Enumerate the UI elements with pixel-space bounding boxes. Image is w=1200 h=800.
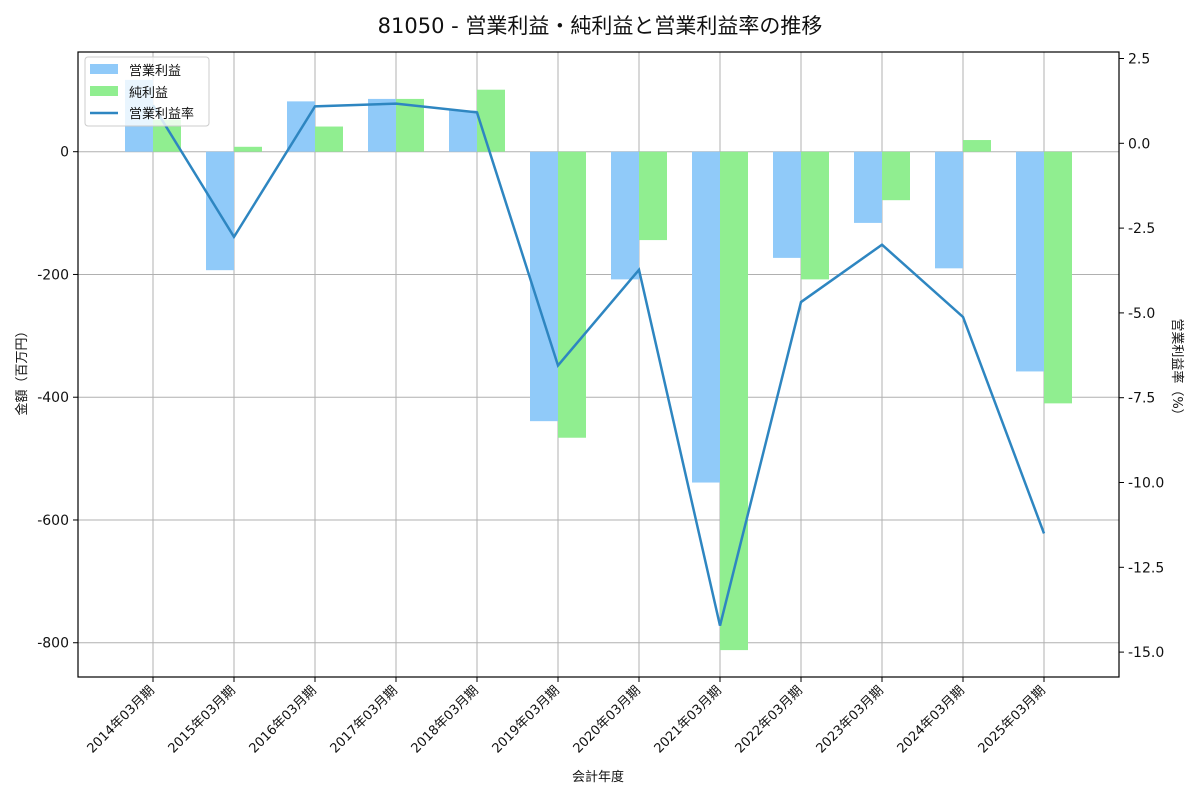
y2-tick-label: -2.5 (1128, 221, 1155, 237)
y2-tick-label: -5.0 (1128, 306, 1155, 322)
y-axis-label: 金額（百万円） (14, 324, 30, 415)
x-tick-label: 2017年03月期 (328, 683, 401, 756)
y2-tick-label: 2.5 (1128, 52, 1150, 68)
bar-net-profit (720, 151, 748, 651)
x-tick-label: 2022年03月期 (733, 683, 806, 756)
bar-net-profit (801, 151, 829, 280)
x-tick-label: 2021年03月期 (652, 683, 725, 756)
legend-swatch-net-profit (90, 86, 118, 96)
x-tick-label: 2015年03月期 (166, 683, 239, 756)
y2-tick-label: -10.0 (1128, 476, 1164, 492)
x-tick-label: 2024年03月期 (895, 683, 968, 756)
x-tick-label: 2018年03月期 (409, 683, 482, 756)
bar-net-profit (1044, 151, 1072, 404)
x-axis-label: 会計年度 (572, 769, 624, 785)
bar-operating-profit (530, 151, 558, 422)
y-tick-label: -600 (37, 513, 69, 529)
x-tick-label: 2016年03月期 (247, 683, 320, 756)
grid-lines (78, 52, 1119, 677)
bar-series (125, 79, 1072, 651)
legend-label-net-profit: 純利益 (129, 86, 168, 101)
bar-net-profit (882, 151, 910, 201)
chart-title: 81050 - 営業利益・純利益と営業利益率の推移 (377, 14, 823, 38)
bar-operating-profit (368, 98, 396, 152)
bar-net-profit (558, 151, 586, 438)
y-tick-label: -800 (37, 636, 69, 652)
y2-tick-label: -7.5 (1128, 391, 1155, 407)
bar-operating-profit (935, 151, 963, 269)
bar-operating-profit (449, 110, 477, 152)
bar-operating-profit (611, 151, 639, 280)
legend-swatch-operating-profit (90, 64, 118, 74)
axes: 0 -200 -400 -600 -800 2.5 0.0 -2.5 -5.0 -7.5 -10.0… (14, 51, 1185, 785)
y2-tick-label: -12.5 (1128, 560, 1164, 576)
legend-label-operating-margin: 営業利益率 (129, 106, 194, 122)
bar-net-profit (315, 126, 343, 152)
line-operating-margin (151, 102, 1046, 626)
bar-operating-profit (773, 151, 801, 258)
line-series (151, 102, 1046, 626)
y-tick-label: 0 (60, 145, 69, 161)
y-tick-label: -400 (37, 390, 69, 406)
x-tick-label: 2023年03月期 (814, 683, 887, 756)
bar-net-profit (639, 151, 667, 241)
bar-operating-profit (854, 151, 882, 223)
plot-frame (77, 51, 1120, 678)
y2-tick-label: 0.0 (1128, 136, 1150, 152)
bar-net-profit (234, 146, 262, 152)
x-tick-label: 2014年03月期 (85, 683, 158, 756)
y-tick-label: -200 (37, 267, 69, 283)
bar-net-profit (396, 98, 424, 152)
y2-axis-label: 営業利益率（%） (1169, 318, 1185, 421)
legend-label-operating-profit: 営業利益 (129, 63, 181, 79)
bar-net-profit (963, 140, 991, 152)
y2-tick-label: -15.0 (1128, 645, 1164, 661)
bar-net-profit (477, 89, 505, 152)
bar-operating-profit (206, 151, 234, 271)
x-tick-label: 2019年03月期 (490, 683, 563, 756)
bar-operating-profit (692, 151, 720, 483)
bar-operating-profit (1016, 151, 1044, 372)
x-tick-label: 2025年03月期 (976, 683, 1049, 756)
legend-box (84, 56, 210, 127)
x-tick-label: 2020年03月期 (571, 683, 644, 756)
